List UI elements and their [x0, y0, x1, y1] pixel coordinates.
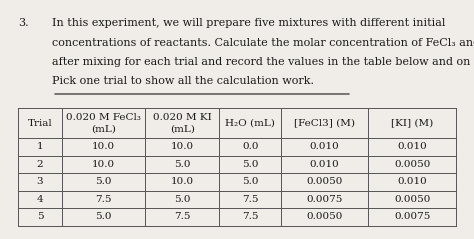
Text: 0.0050: 0.0050: [306, 212, 343, 221]
Text: 0.0075: 0.0075: [394, 212, 430, 221]
Text: 0.010: 0.010: [397, 177, 427, 186]
Text: [FeCl3] (M): [FeCl3] (M): [294, 119, 355, 127]
Text: 3: 3: [36, 177, 43, 186]
Text: 7.5: 7.5: [242, 195, 258, 204]
Text: 7.5: 7.5: [174, 212, 191, 221]
Text: 10.0: 10.0: [92, 160, 115, 169]
Text: H₂O (mL): H₂O (mL): [225, 119, 275, 127]
Text: In this experiment, we will prepare five mixtures with different initial: In this experiment, we will prepare five…: [52, 18, 446, 28]
Text: [KI] (M): [KI] (M): [391, 119, 433, 127]
Text: 0.0050: 0.0050: [306, 177, 343, 186]
Text: 5.0: 5.0: [174, 195, 191, 204]
Text: 5.0: 5.0: [95, 212, 112, 221]
Text: after mixing for each trial and record the values in the table below and on Page: after mixing for each trial and record t…: [52, 57, 474, 67]
Text: 5.0: 5.0: [242, 160, 258, 169]
Text: 0.010: 0.010: [310, 160, 339, 169]
Text: concentrations of reactants. Calculate the molar concentration of FeCl₃ and KI: concentrations of reactants. Calculate t…: [52, 38, 474, 48]
Text: 0.0: 0.0: [242, 142, 258, 151]
Text: 7.5: 7.5: [242, 212, 258, 221]
Text: 5.0: 5.0: [242, 177, 258, 186]
Text: 5.0: 5.0: [95, 177, 112, 186]
Text: 10.0: 10.0: [92, 142, 115, 151]
Text: 0.0050: 0.0050: [394, 195, 430, 204]
Text: 10.0: 10.0: [171, 142, 194, 151]
Text: 2: 2: [36, 160, 43, 169]
Text: 0.020 M KI
(mL): 0.020 M KI (mL): [153, 113, 211, 133]
Text: 3.: 3.: [18, 18, 28, 28]
Text: 0.0050: 0.0050: [394, 160, 430, 169]
Text: 0.010: 0.010: [397, 142, 427, 151]
Text: 7.5: 7.5: [95, 195, 112, 204]
Text: 1: 1: [36, 142, 43, 151]
Text: 4: 4: [36, 195, 43, 204]
Text: Pick one trial to show all the calculation work.: Pick one trial to show all the calculati…: [52, 76, 314, 87]
Text: 0.0075: 0.0075: [306, 195, 343, 204]
Text: 0.010: 0.010: [310, 142, 339, 151]
Text: Trial: Trial: [27, 119, 52, 127]
Text: 0.020 M FeCl₃
(mL): 0.020 M FeCl₃ (mL): [66, 113, 141, 133]
Text: 10.0: 10.0: [171, 177, 194, 186]
Text: 5.0: 5.0: [174, 160, 191, 169]
Text: 5: 5: [36, 212, 43, 221]
